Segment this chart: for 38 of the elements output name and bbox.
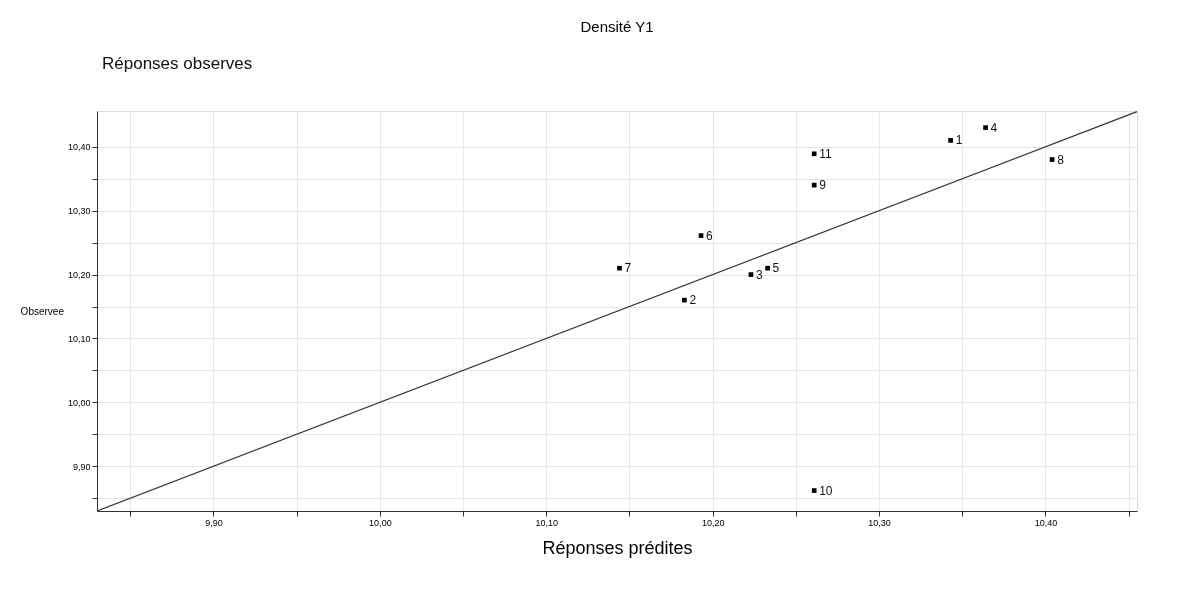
point — [948, 138, 953, 143]
point — [1049, 157, 1055, 162]
x-tick-label: 10,20 — [701, 517, 725, 528]
annotation: 6 — [706, 228, 714, 243]
x-tick-label: 9,90 — [205, 517, 223, 528]
x-axis-title: Réponses prédites — [542, 537, 693, 558]
annotation: 2 — [689, 293, 697, 308]
annotation: 3 — [755, 267, 763, 282]
annotation: 8 — [1057, 152, 1065, 167]
point — [811, 182, 817, 188]
annotation: 1 — [955, 133, 963, 148]
y-tick-label: 9,90 — [72, 461, 91, 472]
y-tick-label: 10,20 — [67, 270, 91, 281]
annotation: 7 — [624, 261, 632, 276]
x-tick-label: 10,00 — [369, 517, 392, 528]
point — [811, 488, 817, 493]
y-tick-label: 10,30 — [67, 206, 91, 217]
point — [748, 272, 754, 277]
point — [765, 265, 770, 271]
annotation: 11 — [819, 146, 832, 161]
annotation: 4 — [990, 120, 998, 135]
y-axis-title: Observee — [20, 305, 65, 317]
text: Réponses observes — [102, 54, 253, 73]
point — [698, 233, 704, 238]
chart-title: Densité Y1 — [580, 18, 654, 35]
point — [811, 151, 817, 157]
x-tick-label: 10,40 — [1034, 517, 1058, 528]
annotation: 9 — [819, 178, 827, 193]
annotation: 5 — [772, 261, 780, 276]
y-tick-label: 10,10 — [67, 333, 91, 344]
y-tick-label: 10,00 — [67, 397, 91, 408]
annotation: 10 — [819, 483, 833, 498]
y-tick-label: 10,40 — [67, 142, 91, 153]
point — [617, 265, 622, 271]
x-tick-label: 10,30 — [868, 517, 891, 528]
point — [682, 297, 687, 303]
point — [983, 125, 988, 130]
x-tick-label: 10,10 — [535, 517, 559, 528]
